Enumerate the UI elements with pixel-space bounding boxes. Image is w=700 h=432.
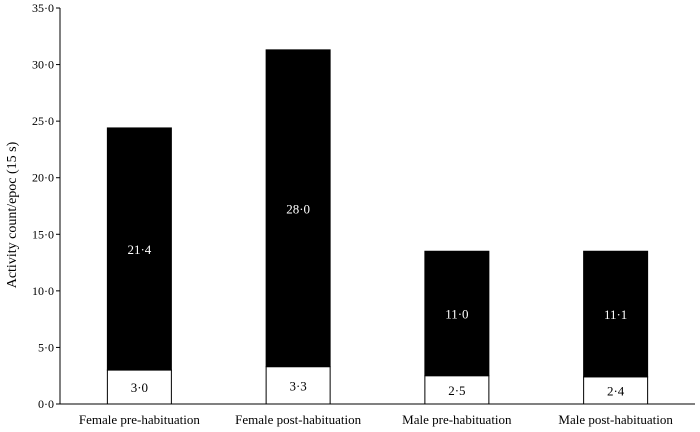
y-tick-label: 10·0 xyxy=(32,284,54,298)
bar-segment-label: 21·4 xyxy=(127,242,151,257)
bar-segment-top xyxy=(424,250,490,377)
bar-segment-top xyxy=(265,49,331,368)
x-axis: Female pre-habituation Female post-habitu… xyxy=(60,403,695,427)
y-tick-label: 20·0 xyxy=(32,171,54,185)
bar-segment-label: 2·4 xyxy=(607,383,625,398)
bar-segment-top xyxy=(106,127,172,371)
y-tick-label: 0·0 xyxy=(38,397,54,411)
bar-segment-label: 3·0 xyxy=(131,380,148,395)
y-tick-label: 35·0 xyxy=(32,1,54,15)
y-tick-label: 30·0 xyxy=(32,58,54,72)
y-tick-label: 25·0 xyxy=(32,114,54,128)
bars: 3·0 21·4 3·3 28·0 2·5 11·0 2·4 11·1 xyxy=(106,49,649,405)
y-tick-label: 15·0 xyxy=(32,227,54,241)
y-tick-label: 5·0 xyxy=(38,340,54,354)
bar-segment-label: 3·3 xyxy=(289,378,306,393)
bar-segment-top xyxy=(583,250,649,378)
x-category-label: Male post-habituation xyxy=(558,412,673,427)
x-category-label: Female pre-habituation xyxy=(79,412,200,427)
y-axis-label: Activity count/epoc (15 s) xyxy=(5,141,20,288)
bar-segment-label: 28·0 xyxy=(286,201,310,216)
x-category-label: Female post-habituation xyxy=(235,412,362,427)
bar-segment-label: 2·5 xyxy=(448,383,465,398)
bar-segment-label: 11·1 xyxy=(604,307,627,322)
y-axis: 0·0 5·0 10·0 15·0 20·0 25·0 30·0 35·0 xyxy=(32,1,61,411)
x-category-label: Male pre-habituation xyxy=(402,412,512,427)
bar-segment-label: 11·0 xyxy=(445,306,468,321)
